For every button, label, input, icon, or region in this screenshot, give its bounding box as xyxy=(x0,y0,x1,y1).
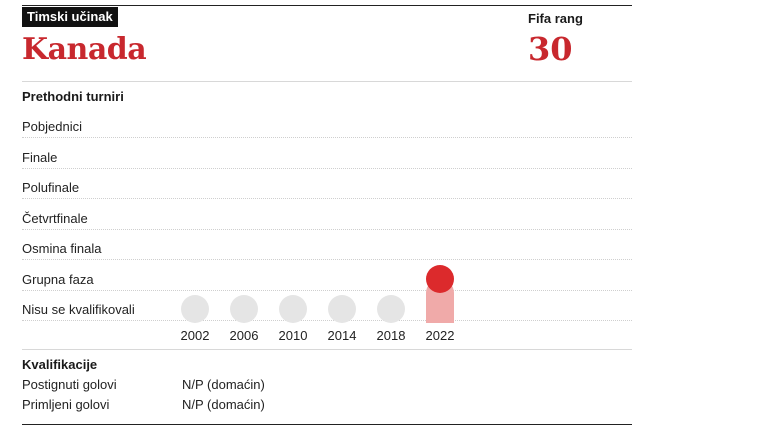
stage-gridline xyxy=(22,198,632,199)
goals-conceded-label: Primljeni golovi xyxy=(22,397,110,412)
stage-label: Pobjednici xyxy=(22,119,82,134)
year-label: 2018 xyxy=(376,328,406,343)
result-dot xyxy=(426,264,454,293)
stage-label: Grupna faza xyxy=(22,271,94,287)
fifa-rank-label: Fifa rang xyxy=(528,11,583,26)
goals-scored-value: N/P (domaćin) xyxy=(182,377,265,392)
stage-label: Osmina finala xyxy=(22,241,102,256)
chart-divider xyxy=(22,349,632,350)
stage-gridline xyxy=(22,228,632,230)
year-label: 2010 xyxy=(278,328,308,343)
result-dot xyxy=(377,295,405,323)
fifa-rank-value: 30 xyxy=(528,30,573,68)
team-name: Kanada xyxy=(22,32,147,67)
year-label: 2014 xyxy=(327,328,357,343)
stage-label: Finale xyxy=(22,149,58,165)
stage-gridline xyxy=(22,137,632,138)
year-label: 2022 xyxy=(425,328,455,343)
qualifications-title: Kvalifikacije xyxy=(22,357,98,372)
stage-label: Četvrtfinale xyxy=(22,210,88,226)
stage-label: Nisu se kvalifikovali xyxy=(22,302,135,317)
result-dot xyxy=(279,295,307,323)
bottom-rule xyxy=(22,424,632,425)
stage-gridline xyxy=(22,289,632,291)
result-dot xyxy=(181,295,209,323)
stage-label: Polufinale xyxy=(22,180,80,195)
result-dot xyxy=(328,295,356,323)
stage-gridline xyxy=(22,167,632,169)
top-rule xyxy=(22,5,632,6)
stage-gridline xyxy=(22,320,632,321)
goals-conceded-value: N/P (domaćin) xyxy=(182,397,265,412)
year-label: 2006 xyxy=(229,328,259,343)
section-badge: Timski učinak xyxy=(22,7,118,27)
result-dot xyxy=(230,295,258,323)
header-divider xyxy=(22,81,632,82)
stage-gridline xyxy=(22,259,632,260)
tournaments-title: Prethodni turniri xyxy=(22,89,124,104)
year-label: 2002 xyxy=(180,328,210,343)
goals-scored-label: Postignuti golovi xyxy=(22,377,117,392)
